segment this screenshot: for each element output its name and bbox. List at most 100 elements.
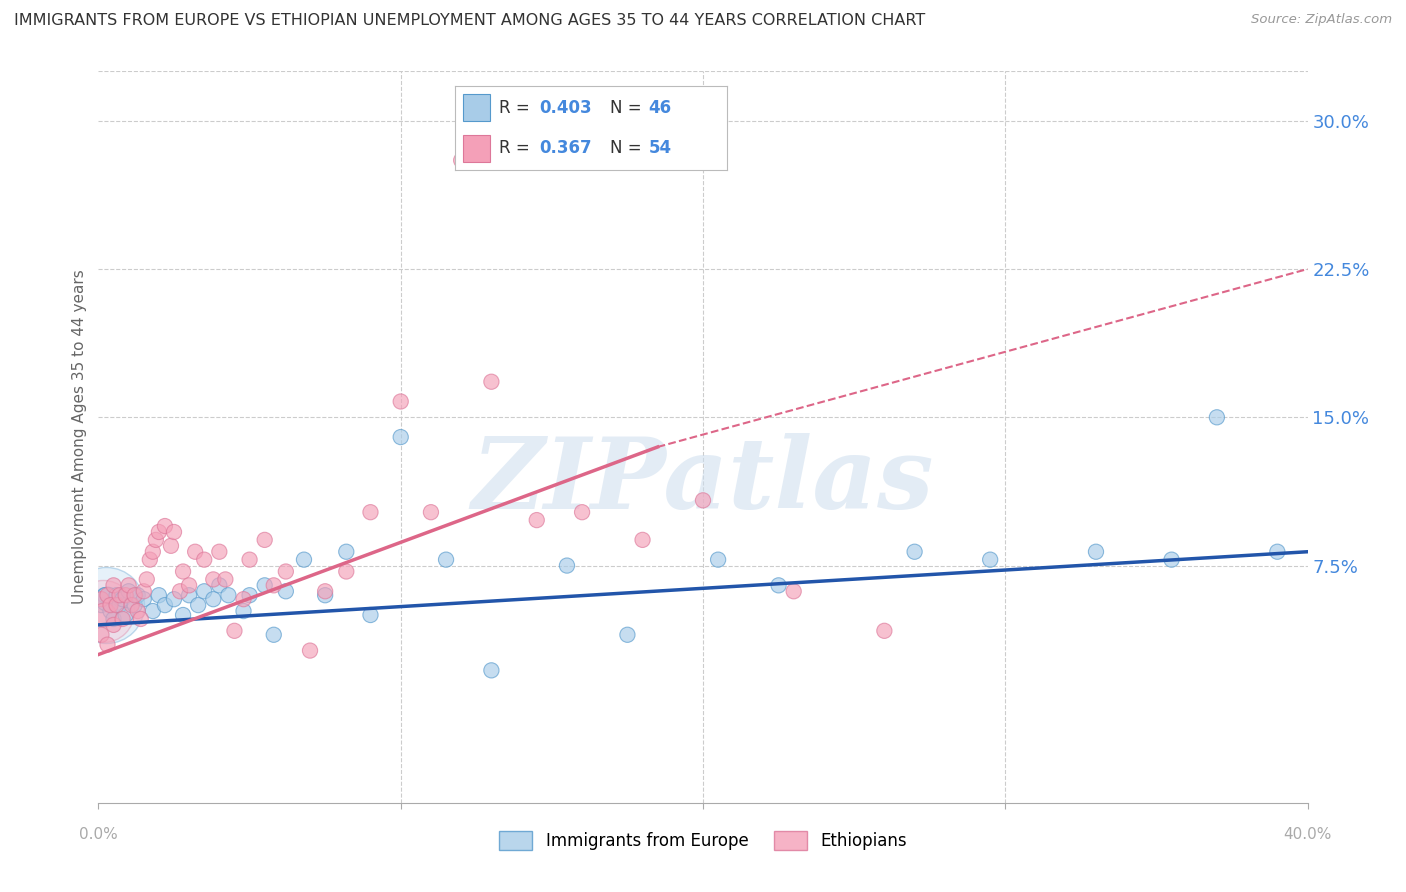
Point: [217, 588, 239, 602]
Point: [114, 588, 136, 602]
Point: [172, 565, 194, 579]
Point: [145, 533, 167, 547]
Point: [118, 584, 141, 599]
Point: [103, 578, 125, 592]
Point: [96, 638, 118, 652]
Point: [1267, 545, 1289, 559]
Point: [263, 628, 285, 642]
Point: [616, 628, 638, 642]
Point: [135, 573, 157, 587]
Point: [292, 552, 315, 566]
Point: [434, 552, 457, 566]
Point: [335, 565, 357, 579]
Point: [526, 513, 548, 527]
Point: [169, 584, 191, 599]
Point: [202, 592, 225, 607]
Point: [208, 545, 231, 559]
Point: [314, 588, 336, 602]
Point: [93, 588, 115, 602]
Point: [571, 505, 593, 519]
Point: [214, 573, 236, 587]
Point: [142, 545, 165, 559]
Point: [111, 612, 134, 626]
Point: [193, 584, 215, 599]
Point: [132, 584, 155, 599]
Point: [232, 604, 254, 618]
Point: [105, 598, 128, 612]
Point: [904, 545, 927, 559]
Point: [232, 592, 254, 607]
Point: [163, 592, 186, 607]
Text: Source: ZipAtlas.com: Source: ZipAtlas.com: [1251, 13, 1392, 27]
Point: [389, 394, 412, 409]
Point: [129, 612, 152, 626]
Point: [124, 598, 146, 612]
Point: [94, 598, 117, 612]
Text: ZIPatlas: ZIPatlas: [472, 433, 934, 529]
Point: [153, 519, 176, 533]
Point: [481, 375, 503, 389]
Point: [274, 584, 297, 599]
Point: [253, 578, 276, 592]
Point: [103, 612, 125, 626]
Point: [873, 624, 896, 638]
Point: [187, 598, 209, 612]
Text: 40.0%: 40.0%: [1284, 827, 1331, 841]
Point: [360, 505, 382, 519]
Point: [127, 588, 149, 602]
Point: [1206, 410, 1229, 425]
Point: [314, 584, 336, 599]
Point: [124, 588, 146, 602]
Point: [420, 505, 443, 519]
Text: IMMIGRANTS FROM EUROPE VS ETHIOPIAN UNEMPLOYMENT AMONG AGES 35 TO 44 YEARS CORRE: IMMIGRANTS FROM EUROPE VS ETHIOPIAN UNEM…: [14, 13, 925, 29]
Point: [783, 584, 806, 599]
Point: [208, 578, 231, 592]
Point: [979, 552, 1001, 566]
Point: [224, 624, 246, 638]
Point: [96, 588, 118, 602]
Point: [142, 604, 165, 618]
Point: [450, 153, 472, 168]
Point: [90, 598, 112, 612]
Point: [202, 573, 225, 587]
Point: [118, 578, 141, 592]
Point: [148, 588, 170, 602]
Point: [90, 592, 112, 607]
Point: [96, 592, 118, 607]
Y-axis label: Unemployment Among Ages 35 to 44 years: Unemployment Among Ages 35 to 44 years: [72, 269, 87, 605]
Point: [253, 533, 276, 547]
Point: [100, 598, 122, 612]
Point: [768, 578, 790, 592]
Point: [114, 607, 136, 622]
Point: [707, 552, 730, 566]
Point: [111, 592, 134, 607]
Point: [555, 558, 578, 573]
Point: [127, 604, 149, 618]
Point: [1160, 552, 1182, 566]
Point: [179, 578, 201, 592]
Point: [389, 430, 412, 444]
Point: [481, 664, 503, 678]
Point: [193, 552, 215, 566]
Point: [103, 618, 125, 632]
Point: [692, 493, 714, 508]
Point: [360, 607, 382, 622]
Point: [184, 545, 207, 559]
Point: [299, 643, 322, 657]
Point: [148, 524, 170, 539]
Legend: Immigrants from Europe, Ethiopians: Immigrants from Europe, Ethiopians: [492, 824, 914, 856]
Point: [90, 628, 112, 642]
Point: [139, 552, 162, 566]
Point: [132, 592, 155, 607]
Point: [179, 588, 201, 602]
Point: [263, 578, 285, 592]
Point: [160, 539, 183, 553]
Point: [239, 552, 262, 566]
Point: [631, 533, 654, 547]
Point: [105, 588, 128, 602]
Point: [100, 604, 122, 618]
Point: [153, 598, 176, 612]
Point: [172, 607, 194, 622]
Point: [108, 588, 131, 602]
Point: [239, 588, 262, 602]
